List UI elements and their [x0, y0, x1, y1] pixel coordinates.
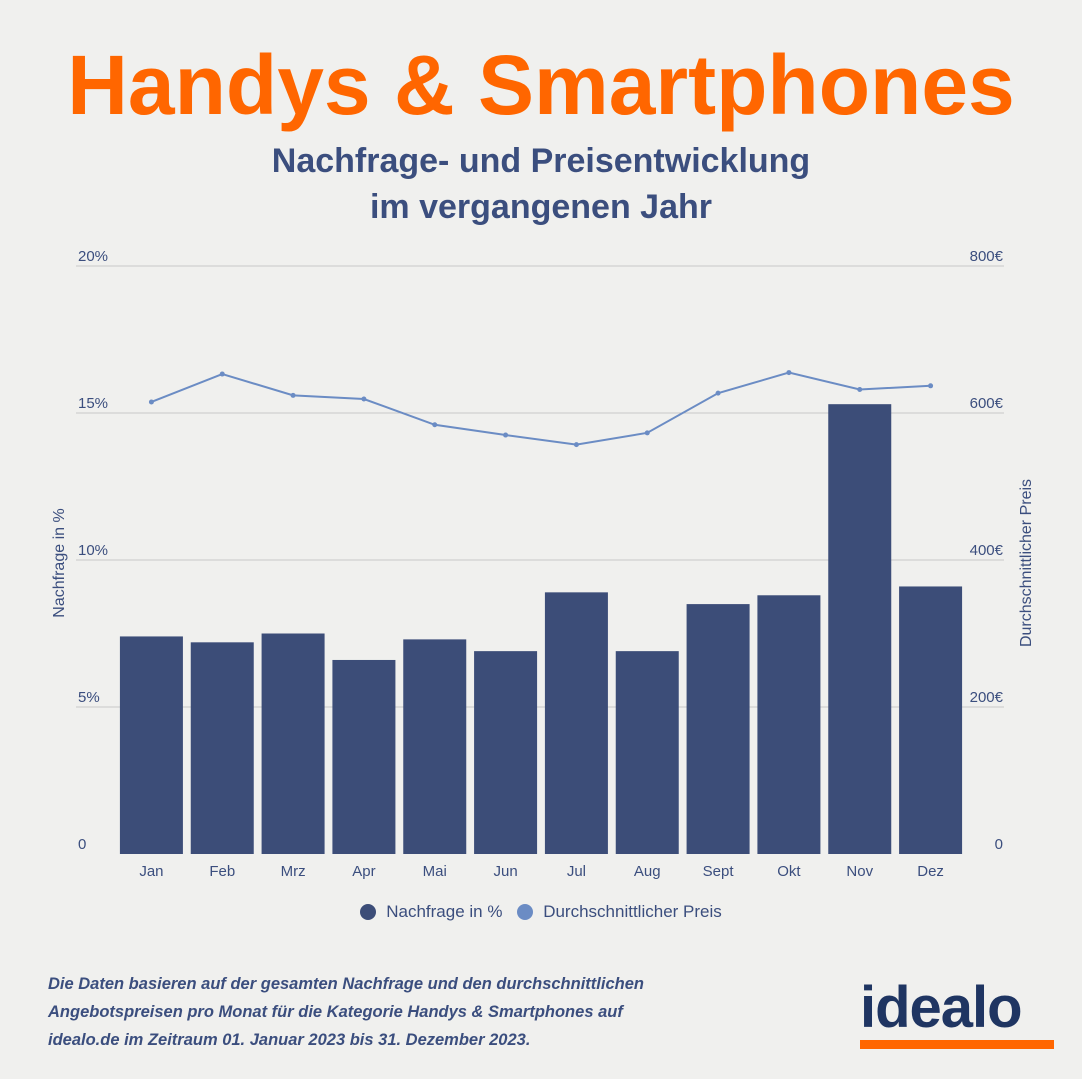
price-point-jul[interactable] — [573, 442, 579, 448]
x-tick-label: Jan — [139, 863, 163, 880]
x-tick-label: Mai — [423, 863, 447, 880]
legend-item-price[interactable]: Durchschnittlicher Preis — [517, 902, 722, 922]
bar-dez[interactable] — [899, 586, 963, 854]
bar-okt[interactable] — [757, 595, 821, 854]
bar-feb[interactable] — [190, 642, 254, 854]
x-tick-label: Dez — [917, 863, 944, 880]
bar-mrz[interactable] — [261, 633, 325, 855]
price-point-dez[interactable] — [928, 383, 934, 389]
left-tick-label: 15% — [78, 395, 108, 412]
price-line — [148, 370, 934, 448]
footnote-line-3: idealo.de im Zeitraum 01. Januar 2023 bi… — [48, 1031, 531, 1049]
bar-sept[interactable] — [686, 604, 750, 854]
price-point-jun[interactable] — [503, 432, 509, 438]
right-tick-label: 0 — [995, 836, 1003, 853]
price-point-mrz[interactable] — [290, 392, 296, 398]
chart-subtitle: Nachfrage- und Preisentwicklung im verga… — [0, 138, 1082, 230]
price-point-jan[interactable] — [148, 399, 154, 405]
x-tick-label: Feb — [209, 863, 235, 880]
left-tick-label: 0 — [78, 836, 86, 853]
right-tick-label: 400€ — [970, 542, 1004, 559]
footnote-line-1: Die Daten basieren auf der gesamten Nach… — [48, 975, 644, 993]
price-line-path — [151, 371, 931, 446]
price-point-apr[interactable] — [361, 396, 367, 402]
right-tick-label: 800€ — [970, 248, 1004, 265]
price-point-feb[interactable] — [219, 371, 225, 377]
data-footnote: Die Daten basieren auf der gesamten Nach… — [48, 970, 668, 1054]
logo-underline-bar — [860, 1040, 1054, 1049]
x-tick-label: Nov — [846, 863, 873, 880]
bar-mai[interactable] — [403, 639, 467, 854]
price-point-aug[interactable] — [644, 430, 650, 436]
bar-jul[interactable] — [544, 592, 608, 854]
page-title: Handys & Smartphones — [67, 38, 1015, 132]
x-tick-label: Apr — [352, 863, 375, 880]
legend-marker-demand — [360, 904, 377, 920]
x-tick-label: Jul — [567, 863, 586, 880]
chart-legend: Nachfrage in % Durchschnittlicher Preis — [0, 902, 1082, 925]
left-tick-label: 20% — [78, 248, 108, 265]
x-tick-label: Aug — [634, 863, 661, 880]
right-tick-label: 200€ — [970, 689, 1004, 706]
legend-label-price: Durchschnittlicher Preis — [543, 902, 722, 921]
bar-jun[interactable] — [474, 651, 538, 854]
right-tick-label: 600€ — [970, 395, 1004, 412]
subtitle-line-2: im vergangenen Jahr — [369, 188, 712, 226]
x-axis-labels: Jan Feb Mrz Apr Mai Jun Jul Aug Sept Okt Nov Dez — [139, 863, 944, 880]
footnote-line-2: Angebotspreisen pro Monat für die Katego… — [48, 1003, 623, 1021]
demand-bars — [119, 404, 963, 855]
bar-jan[interactable] — [119, 636, 183, 854]
legend-item-demand[interactable]: Nachfrage in % — [360, 902, 502, 922]
price-point-okt[interactable] — [786, 370, 792, 376]
price-point-sept[interactable] — [715, 390, 721, 396]
x-tick-label: Sept — [703, 863, 735, 880]
price-point-mai[interactable] — [432, 422, 438, 428]
left-tick-label: 5% — [78, 689, 100, 706]
right-axis-title: Durchschnittlicher Preis — [1018, 479, 1035, 647]
bar-apr[interactable] — [332, 659, 396, 854]
idealo-logo[interactable]: idealo — [860, 978, 1054, 1050]
x-tick-label: Mrz — [281, 863, 306, 880]
x-tick-label: Jun — [493, 863, 517, 880]
legend-marker-price — [517, 904, 534, 920]
bar-nov[interactable] — [828, 404, 892, 854]
price-point-nov[interactable] — [857, 386, 863, 392]
x-tick-label: Okt — [777, 863, 801, 880]
left-axis-title: Nachfrage in % — [51, 508, 68, 617]
right-axis-ticks: 0 200€ 400€ 600€ 800€ — [970, 248, 1004, 853]
bar-aug[interactable] — [615, 651, 679, 854]
legend-label-demand: Nachfrage in % — [386, 902, 503, 921]
left-tick-label: 10% — [78, 542, 108, 559]
subtitle-line-1: Nachfrage- und Preisentwicklung — [271, 142, 811, 180]
logo-wordmark: idealo — [860, 975, 1023, 1040]
left-axis-ticks: 0 5% 10% 15% 20% — [78, 248, 108, 853]
